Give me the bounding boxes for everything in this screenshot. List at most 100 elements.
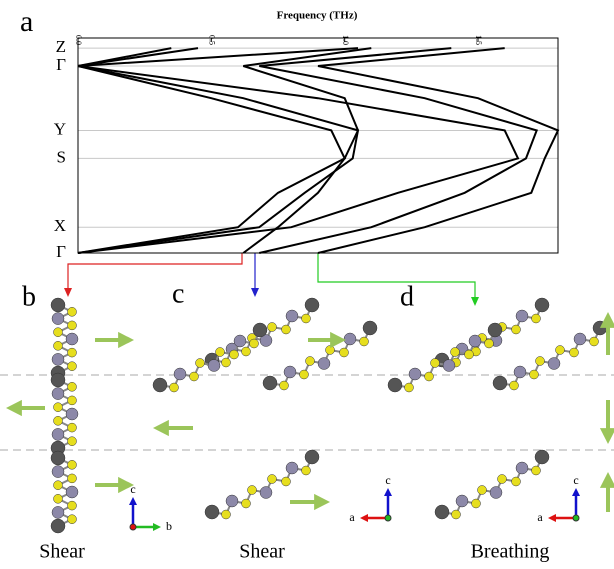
atom — [50, 297, 66, 313]
atom — [281, 476, 291, 487]
atom — [511, 324, 521, 335]
atom — [51, 353, 65, 366]
atom — [304, 297, 320, 313]
atom — [215, 347, 225, 357]
atom — [430, 358, 440, 368]
atom — [484, 338, 494, 349]
axis-head — [129, 497, 137, 505]
axis-origin — [129, 523, 137, 531]
x-tick-label: 0.0 — [74, 35, 83, 45]
band — [77, 47, 520, 254]
atom — [589, 336, 599, 347]
motion-arrowhead — [599, 428, 614, 444]
atom — [455, 494, 469, 508]
atom — [51, 465, 65, 478]
x-tick-label: 0.5 — [207, 35, 216, 45]
atom — [267, 474, 277, 484]
atom — [515, 309, 529, 323]
atom — [53, 416, 63, 426]
atom — [51, 428, 65, 441]
axis-head — [360, 514, 368, 522]
atom — [534, 297, 550, 313]
atom — [339, 347, 349, 358]
atom — [471, 498, 481, 509]
atom — [534, 449, 550, 465]
atom — [225, 494, 239, 508]
atom — [152, 377, 168, 393]
atom — [535, 356, 545, 366]
guide — [67, 253, 243, 290]
atom — [317, 357, 331, 370]
band — [77, 47, 360, 254]
axis-label: c — [573, 473, 578, 487]
motion-arrowhead — [6, 399, 22, 417]
atom — [53, 480, 63, 490]
atom — [283, 365, 297, 379]
atom — [492, 375, 508, 391]
atom — [343, 332, 357, 346]
x-tick-label: 1.0 — [341, 35, 350, 45]
atom — [555, 345, 565, 355]
atom — [53, 341, 63, 351]
axis-head — [384, 488, 392, 496]
atom — [489, 486, 503, 499]
atom — [299, 369, 309, 380]
caption: Shear — [39, 541, 85, 563]
atom — [221, 509, 231, 520]
panel-label: d — [400, 281, 414, 312]
motion-arrowhead — [118, 476, 134, 494]
atom — [515, 461, 529, 475]
motion-arrowhead — [330, 331, 346, 349]
atom — [195, 358, 205, 368]
atom — [67, 460, 77, 470]
axis-label: a — [537, 510, 543, 524]
panel-label: a — [20, 5, 33, 38]
atom — [50, 518, 66, 534]
atom — [325, 345, 335, 355]
atom — [67, 307, 77, 317]
atom — [408, 367, 422, 381]
atom — [65, 407, 79, 421]
motion-arrowhead — [153, 419, 169, 437]
atom — [547, 357, 561, 370]
axis-origin — [384, 514, 392, 522]
caption: Shear — [239, 541, 285, 563]
plot-frame — [77, 37, 559, 254]
band — [317, 47, 560, 254]
atom — [304, 449, 320, 465]
y-tick-label: Γ — [56, 55, 66, 74]
motion-arrowhead — [118, 331, 134, 349]
axis-label: c — [130, 482, 135, 496]
atom — [67, 514, 77, 524]
atom — [221, 357, 231, 368]
atom — [531, 313, 541, 324]
atom — [285, 309, 299, 323]
atom — [573, 332, 587, 346]
atom — [50, 372, 66, 388]
atom — [477, 485, 487, 495]
atom — [65, 332, 79, 346]
axis-label: b — [166, 519, 172, 533]
atom — [53, 327, 63, 337]
axis-head — [153, 523, 161, 531]
atom — [252, 322, 268, 338]
atom — [529, 369, 539, 380]
atom — [511, 476, 521, 487]
y-tick-label: Z — [56, 37, 66, 56]
y-tick-label: Y — [54, 119, 66, 138]
atom — [281, 324, 291, 335]
atom — [450, 347, 460, 357]
atom — [67, 382, 77, 392]
caption: Breathing — [471, 541, 550, 563]
atom — [487, 322, 503, 338]
y-tick-label: X — [54, 216, 66, 235]
atom — [259, 334, 273, 347]
axis-head — [548, 514, 556, 522]
atom — [249, 338, 259, 349]
atom — [51, 387, 65, 400]
atom — [468, 334, 482, 348]
motion-arrowhead — [599, 472, 614, 488]
atom — [267, 322, 277, 332]
axis-origin — [572, 514, 580, 522]
